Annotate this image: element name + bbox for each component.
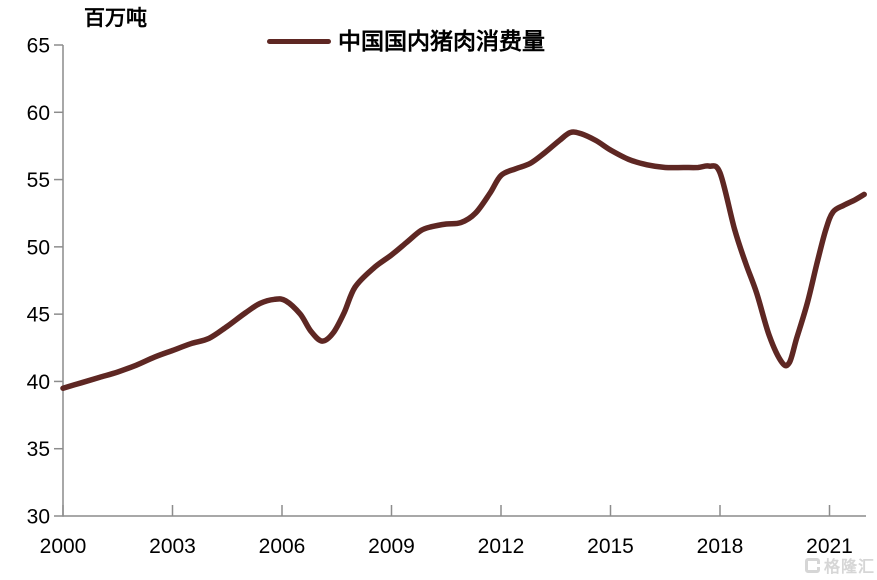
x-tick-label: 2012: [478, 535, 525, 558]
x-tick-label: 2015: [587, 535, 634, 558]
watermark-text: 格隆汇: [823, 559, 875, 576]
watermark: 格隆汇: [804, 553, 875, 577]
legend-series-label: 中国国内猪肉消费量: [338, 28, 545, 54]
x-tick-label: 2003: [149, 535, 196, 558]
gelonghui-logo-icon: [804, 557, 820, 573]
y-axis-unit-label: 百万吨: [84, 7, 147, 30]
consumption-line-series: [60, 129, 867, 391]
x-tick-label: 2000: [40, 535, 87, 558]
x-tick-label: 2006: [259, 535, 306, 558]
y-tick-label: 30: [27, 506, 50, 529]
legend-line-swatch: [267, 39, 331, 45]
y-tick-label: 55: [27, 169, 50, 192]
y-tick-label: 40: [27, 371, 50, 394]
y-tick-label: 50: [27, 236, 50, 259]
y-tick-label: 60: [27, 102, 50, 125]
y-tick-label: 35: [27, 438, 50, 461]
y-tick-label: 45: [27, 304, 50, 327]
x-tick-label: 2021: [806, 535, 853, 558]
x-tick-label: 2018: [697, 535, 744, 558]
x-tick-label: 2009: [368, 535, 415, 558]
y-tick-label: 65: [27, 35, 50, 58]
chart-legend: 中国国内猪肉消费量: [267, 28, 545, 54]
